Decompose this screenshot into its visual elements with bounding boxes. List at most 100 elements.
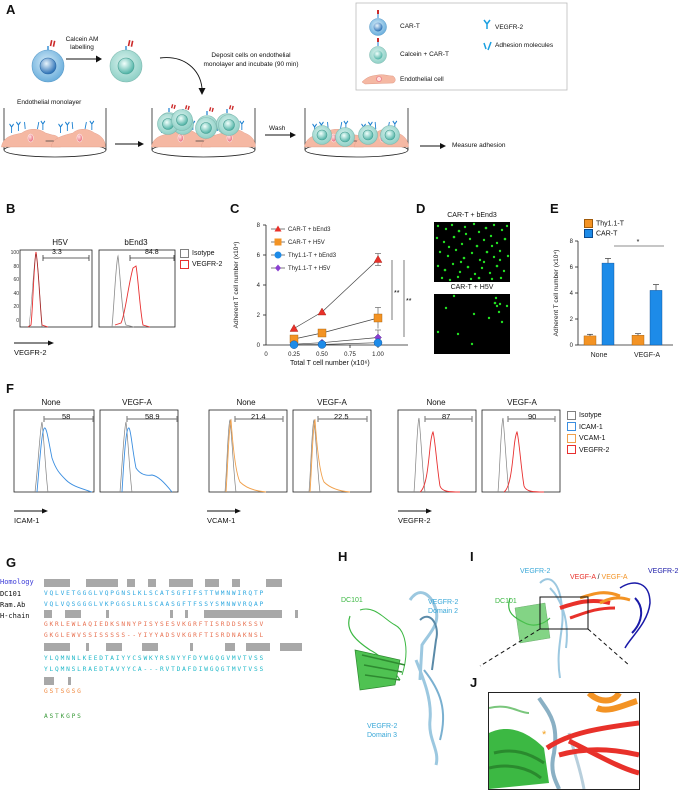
panel-g-label: G	[6, 555, 17, 570]
i-vegfa-labels: VEGF-A / VEGF-A	[570, 574, 628, 581]
seq-dc101-2: GKRLEWLAQIEDKSNNYPISYSESVKGRFTISRDDSKSSV	[44, 621, 266, 628]
fluorescence-image-h5v	[434, 294, 510, 354]
legend-vegfr2: VEGFR-2	[495, 24, 524, 31]
d-image1-title: CAR-T + bEnd3	[447, 212, 497, 219]
homology-bars	[44, 579, 302, 685]
e-sig: *	[637, 239, 640, 246]
panel-c-label: C	[230, 201, 240, 216]
h-d3-line2: Domain 3	[367, 732, 397, 739]
panel-e-bar-chart: 8 6 4 2 0 Adherent T cell number (x10⁴) …	[553, 239, 673, 359]
deposit-label-line2: monolayer and incubate (90 min)	[203, 61, 299, 68]
panel-a-label: A	[6, 2, 16, 17]
gate-value: 58.9	[145, 412, 160, 421]
f-xaxis-vegfr2: VEGFR-2	[398, 516, 431, 525]
gate-value: 22.5	[334, 412, 349, 421]
structure-i-ribbon	[508, 578, 651, 679]
panel-i-label: I	[470, 549, 474, 564]
h-d2-line1: VEGFR-2	[428, 599, 459, 606]
i-vegfr2-right: VEGFR-2	[648, 568, 679, 575]
f-title: None	[236, 398, 256, 407]
svg-text:2: 2	[570, 317, 574, 323]
structure-j-zoom: *	[488, 692, 640, 790]
gate-value: 58	[62, 412, 71, 421]
f-title: None	[426, 398, 446, 407]
legend-vegfr2: VEGFR-2	[567, 445, 609, 457]
panel-f-label: F	[6, 381, 14, 396]
j-star: *	[542, 729, 547, 741]
svg-text:None: None	[591, 352, 608, 359]
homology-label: Homology	[0, 578, 34, 586]
svg-text:2: 2	[257, 313, 261, 319]
svg-text:6: 6	[570, 265, 574, 271]
calcein-label-line2: labelling	[70, 44, 94, 51]
svg-text:1.00: 1.00	[372, 352, 384, 358]
d-image2-title: CAR-T + H5V	[450, 284, 494, 291]
h-d2-line2: Domain 2	[428, 608, 458, 615]
h-d3-line1: VEGFR-2	[367, 723, 398, 730]
gate-value-h5v: 3.3	[52, 249, 62, 256]
monolayer-label: Endothelial monolayer	[17, 99, 82, 106]
f-xaxis-icam1: ICAM-1	[14, 516, 40, 525]
panel-h-label: H	[338, 549, 348, 564]
panel-b-label: B	[6, 201, 16, 216]
panel-b-histograms	[14, 249, 176, 346]
c-sig-2: **	[406, 298, 412, 305]
b-ytick: 40	[13, 290, 19, 297]
svg-text:Thy1.1-T + bEnd3: Thy1.1-T + bEnd3	[288, 253, 337, 259]
panel-c-line-chart: 8 6 4 2 0 0 0.25 0.50 0.75 1.00 Adherent…	[233, 223, 412, 358]
i-vegfr2-left: VEGFR-2	[520, 568, 551, 575]
legend-car-t: CAR-T	[584, 229, 624, 239]
svg-text:6: 6	[257, 253, 261, 259]
seq-ramab-2: GKGLEWVSSISSSSS--YIYYADSVKGRFTISRDNAKNSL	[44, 632, 266, 639]
svg-text:CAR-T + H5V: CAR-T + H5V	[288, 240, 325, 246]
legend-car-t: CAR-T	[400, 23, 420, 30]
svg-text:0.50: 0.50	[316, 352, 328, 358]
gate-value: 21.4	[251, 412, 266, 421]
legend-isotype: Isotype	[180, 248, 222, 259]
plot-title-h5v: H5V	[52, 238, 68, 247]
fluorescence-image-bend3	[434, 222, 510, 282]
legend-vcam1: VCAM-1	[567, 433, 609, 445]
structure-h-ribbon	[348, 591, 445, 766]
svg-text:0: 0	[570, 343, 574, 349]
c-sig-1: **	[394, 290, 400, 297]
plot-title-bend3: bEnd3	[124, 238, 148, 247]
deposit-label-line1: Deposit cells on endothelial	[211, 52, 291, 59]
b-xaxis-label: VEGFR-2	[14, 348, 47, 357]
b-ytick: 0	[16, 317, 19, 324]
panel-d-label: D	[416, 201, 426, 216]
seq-dc101-3: YLQMNNLKEEDTAIYYCSWKYRSNYYFDYWGQGVMVTVSS	[44, 655, 266, 662]
svg-text:0: 0	[264, 352, 268, 358]
svg-text:VEGF-A: VEGF-A	[634, 352, 660, 359]
svg-text:4: 4	[570, 291, 574, 297]
dc101-label: DC101	[0, 590, 22, 598]
f-title: VEGF-A	[122, 398, 152, 407]
wash-label: Wash	[269, 125, 286, 132]
ramab-label: Ram.Ab	[0, 601, 26, 609]
legend-icam1: ICAM-1	[567, 422, 609, 434]
panel-a-schematic	[0, 2, 568, 158]
hchain-label: H-chain	[0, 612, 30, 620]
panel-f-histograms	[13, 409, 561, 514]
gate-value-bend3: 84.8	[145, 249, 159, 256]
gate-value: 90	[528, 412, 537, 421]
seq-dc101-1: VQLVETGGGLVQPGNSLKLSCATSGFIFSTTWMNWIRQTP	[44, 590, 266, 597]
f-title: None	[41, 398, 61, 407]
f-title: VEGF-A	[317, 398, 347, 407]
zoom-lines	[479, 628, 631, 667]
h-dc101-label: DC101	[341, 597, 363, 604]
legend-adhesion-molecules: Adhesion molecules	[495, 42, 554, 49]
svg-text:0.25: 0.25	[288, 352, 300, 358]
b-ytick: 60	[13, 277, 19, 284]
seq-ramab-3: YLQMNSLRAEDTAVYYCA---RVTDAFDIWGQGTMVTVSS	[44, 666, 266, 673]
gate-value: 87	[442, 412, 451, 421]
f-xaxis-vcam1: VCAM-1	[207, 516, 236, 525]
svg-text:CAR-T + bEnd3: CAR-T + bEnd3	[288, 227, 331, 233]
measure-label: Measure adhesion	[452, 142, 506, 149]
f-title: VEGF-A	[507, 398, 537, 407]
panel-e-label: E	[550, 201, 559, 216]
svg-text:0: 0	[257, 343, 261, 349]
i-dc101-label: DC101	[495, 598, 517, 605]
svg-text:0.75: 0.75	[344, 352, 356, 358]
e-ylabel: Adherent T cell number (x10⁴)	[553, 250, 560, 337]
